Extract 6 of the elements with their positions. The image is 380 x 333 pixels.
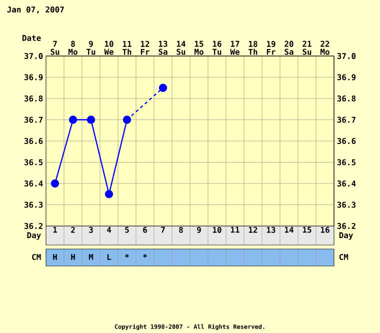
point — [50, 179, 60, 188]
point — [158, 84, 168, 92]
point — [86, 116, 96, 124]
point — [122, 116, 132, 124]
point — [68, 116, 78, 124]
point — [104, 190, 114, 198]
